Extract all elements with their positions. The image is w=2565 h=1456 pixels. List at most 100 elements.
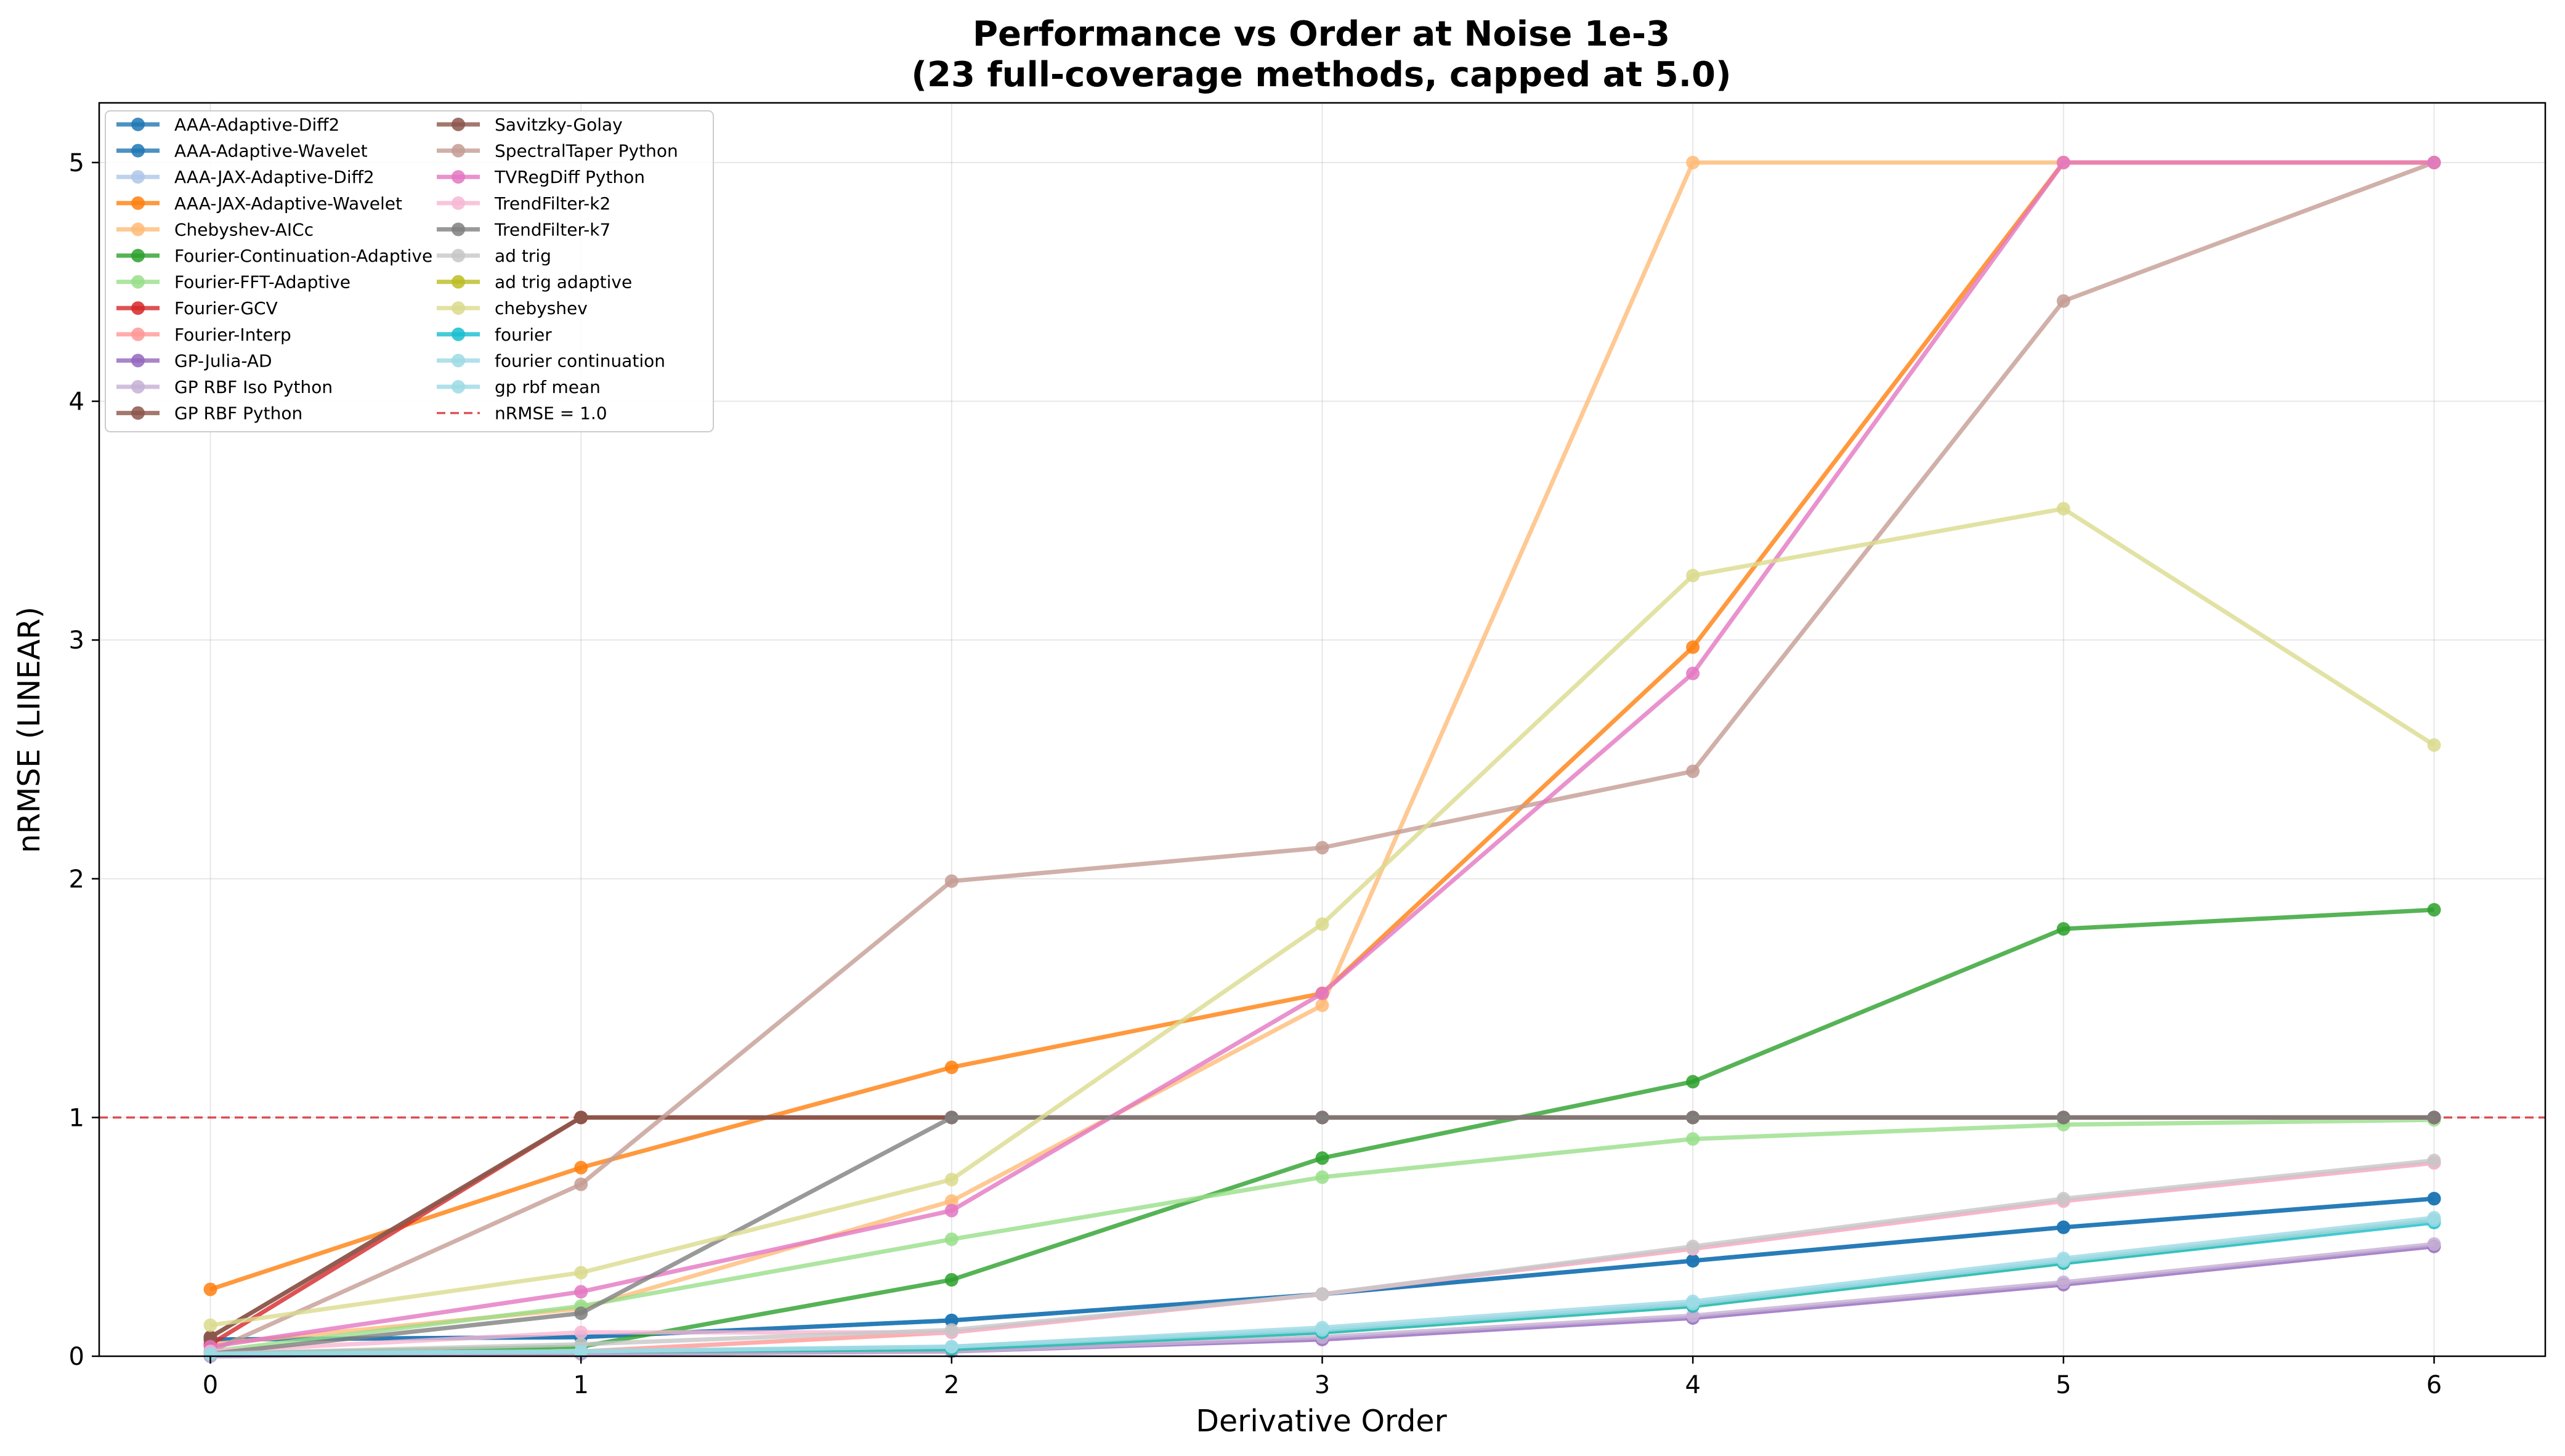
x-tick-label: 0 <box>203 1371 218 1399</box>
data-point <box>203 1318 217 1332</box>
data-point <box>1686 640 1700 654</box>
legend-entry: TVRegDiff Python <box>437 167 645 187</box>
legend-label: ad trig adaptive <box>495 272 632 293</box>
legend-swatch-marker <box>452 380 465 394</box>
legend-swatch-marker <box>131 354 145 368</box>
data-point <box>2427 903 2441 917</box>
data-point <box>2056 1192 2070 1206</box>
legend-entry: AAA-JAX-Adaptive-Diff2 <box>116 167 375 187</box>
legend-swatch-marker <box>452 327 465 341</box>
data-point <box>1686 155 1700 169</box>
legend-swatch-marker <box>131 380 145 394</box>
legend: AAA-Adaptive-Diff2 AAA-Adaptive-Wavelet AA… <box>105 110 714 432</box>
legend-label: GP RBF Iso Python <box>174 377 333 397</box>
legend-entry: Fourier-FFT-Adaptive <box>116 272 351 293</box>
series-16 <box>203 1110 2441 1361</box>
y-tick-label: 1 <box>69 1104 84 1132</box>
legend-swatch-marker <box>131 249 145 262</box>
legend-swatch-marker <box>131 327 145 341</box>
data-point <box>944 1340 958 1354</box>
data-point <box>1315 1323 1329 1337</box>
legend-swatch-marker <box>452 301 465 315</box>
x-tick-label: 5 <box>2056 1371 2071 1399</box>
legend-label: AAA-Adaptive-Wavelet <box>174 141 368 161</box>
data-point <box>944 1272 958 1287</box>
x-tick-label: 6 <box>2426 1371 2442 1399</box>
series-14 <box>203 155 2441 1354</box>
legend-swatch-marker <box>452 144 465 158</box>
legend-label: TVRegDiff Python <box>494 167 645 187</box>
legend-entry: SpectralTaper Python <box>437 141 678 161</box>
data-point <box>1315 841 1329 855</box>
legend-entry: Fourier-Interp <box>116 325 291 345</box>
legend-swatch-marker <box>452 196 465 210</box>
data-point <box>1315 917 1329 931</box>
legend-entry: Savitzky-Golay <box>437 115 623 135</box>
legend-entry: fourier <box>437 325 552 345</box>
ticks: 0 1 2 3 4 5 6 0 1 2 3 4 5 <box>69 149 2442 1399</box>
legend-label: AAA-JAX-Adaptive-Wavelet <box>174 193 402 214</box>
data-point <box>2056 922 2070 936</box>
chart-title-line2: (23 full-coverage methods, capped at 5.0… <box>911 55 1731 95</box>
data-point <box>2427 738 2441 752</box>
data-point <box>574 1266 588 1280</box>
legend-swatch-marker <box>131 170 145 184</box>
series-22 <box>203 1213 2441 1361</box>
data-point <box>1315 1287 1329 1301</box>
data-point <box>1686 1110 1700 1125</box>
legend-entry: GP RBF Python <box>116 403 302 424</box>
x-tick-label: 4 <box>1685 1371 1700 1399</box>
legend-entry: Fourier-Continuation-Adaptive <box>116 246 432 266</box>
data-point <box>2056 155 2070 169</box>
data-point <box>2427 1110 2441 1125</box>
legend-label: fourier <box>495 325 552 345</box>
data-point <box>944 1313 958 1327</box>
data-point <box>2427 1237 2441 1251</box>
data-point <box>1686 1296 1700 1311</box>
y-tick-label: 4 <box>69 388 84 416</box>
data-point <box>944 1203 958 1218</box>
legend-label: Savitzky-Golay <box>495 115 623 135</box>
data-point <box>944 1232 958 1247</box>
data-point <box>574 1160 588 1175</box>
y-tick-label: 3 <box>69 626 84 655</box>
legend-entry: ad trig <box>437 246 551 266</box>
data-point <box>1315 986 1329 1000</box>
legend-box <box>105 110 714 432</box>
data-point <box>1315 1151 1329 1165</box>
data-point <box>944 1060 958 1074</box>
legend-entry: GP RBF Iso Python <box>116 377 333 397</box>
data-point <box>1686 1309 1700 1323</box>
data-point <box>2056 1220 2070 1234</box>
x-tick-label: 3 <box>1315 1371 1330 1399</box>
data-point <box>574 1110 588 1125</box>
legend-entry: gp rbf mean <box>437 377 601 397</box>
legend-label: GP-Julia-AD <box>174 350 272 371</box>
data-point <box>2056 294 2070 308</box>
legend-label: TrendFilter-k7 <box>494 219 610 240</box>
legend-swatch-marker <box>131 118 145 131</box>
legend-swatch-marker <box>452 249 465 262</box>
chart-title-line1: Performance vs Order at Noise 1e-3 <box>973 14 1670 54</box>
data-point <box>1686 1253 1700 1268</box>
data-point <box>574 1285 588 1299</box>
legend-label: TrendFilter-k2 <box>494 193 610 214</box>
legend-swatch-marker <box>131 301 145 315</box>
data-point <box>203 1347 217 1361</box>
legend-swatch-marker <box>131 222 145 237</box>
data-point <box>1686 666 1700 681</box>
legend-swatch-marker <box>452 354 465 368</box>
data-point <box>2427 1192 2441 1206</box>
legend-label: nRMSE = 1.0 <box>495 403 607 424</box>
data-point <box>2427 1154 2441 1168</box>
legend-label: SpectralTaper Python <box>495 141 678 161</box>
data-point <box>2056 501 2070 516</box>
data-point <box>1686 568 1700 583</box>
legend-entry: TrendFilter-k2 <box>437 193 610 214</box>
legend-swatch-marker <box>131 275 145 289</box>
legend-entry: Fourier-GCV <box>116 298 278 318</box>
legend-label: AAA-Adaptive-Diff2 <box>174 115 339 135</box>
data-point <box>574 1177 588 1191</box>
legend-entry: Chebyshev-AICc <box>116 219 314 240</box>
legend-label: Chebyshev-AICc <box>174 219 314 240</box>
